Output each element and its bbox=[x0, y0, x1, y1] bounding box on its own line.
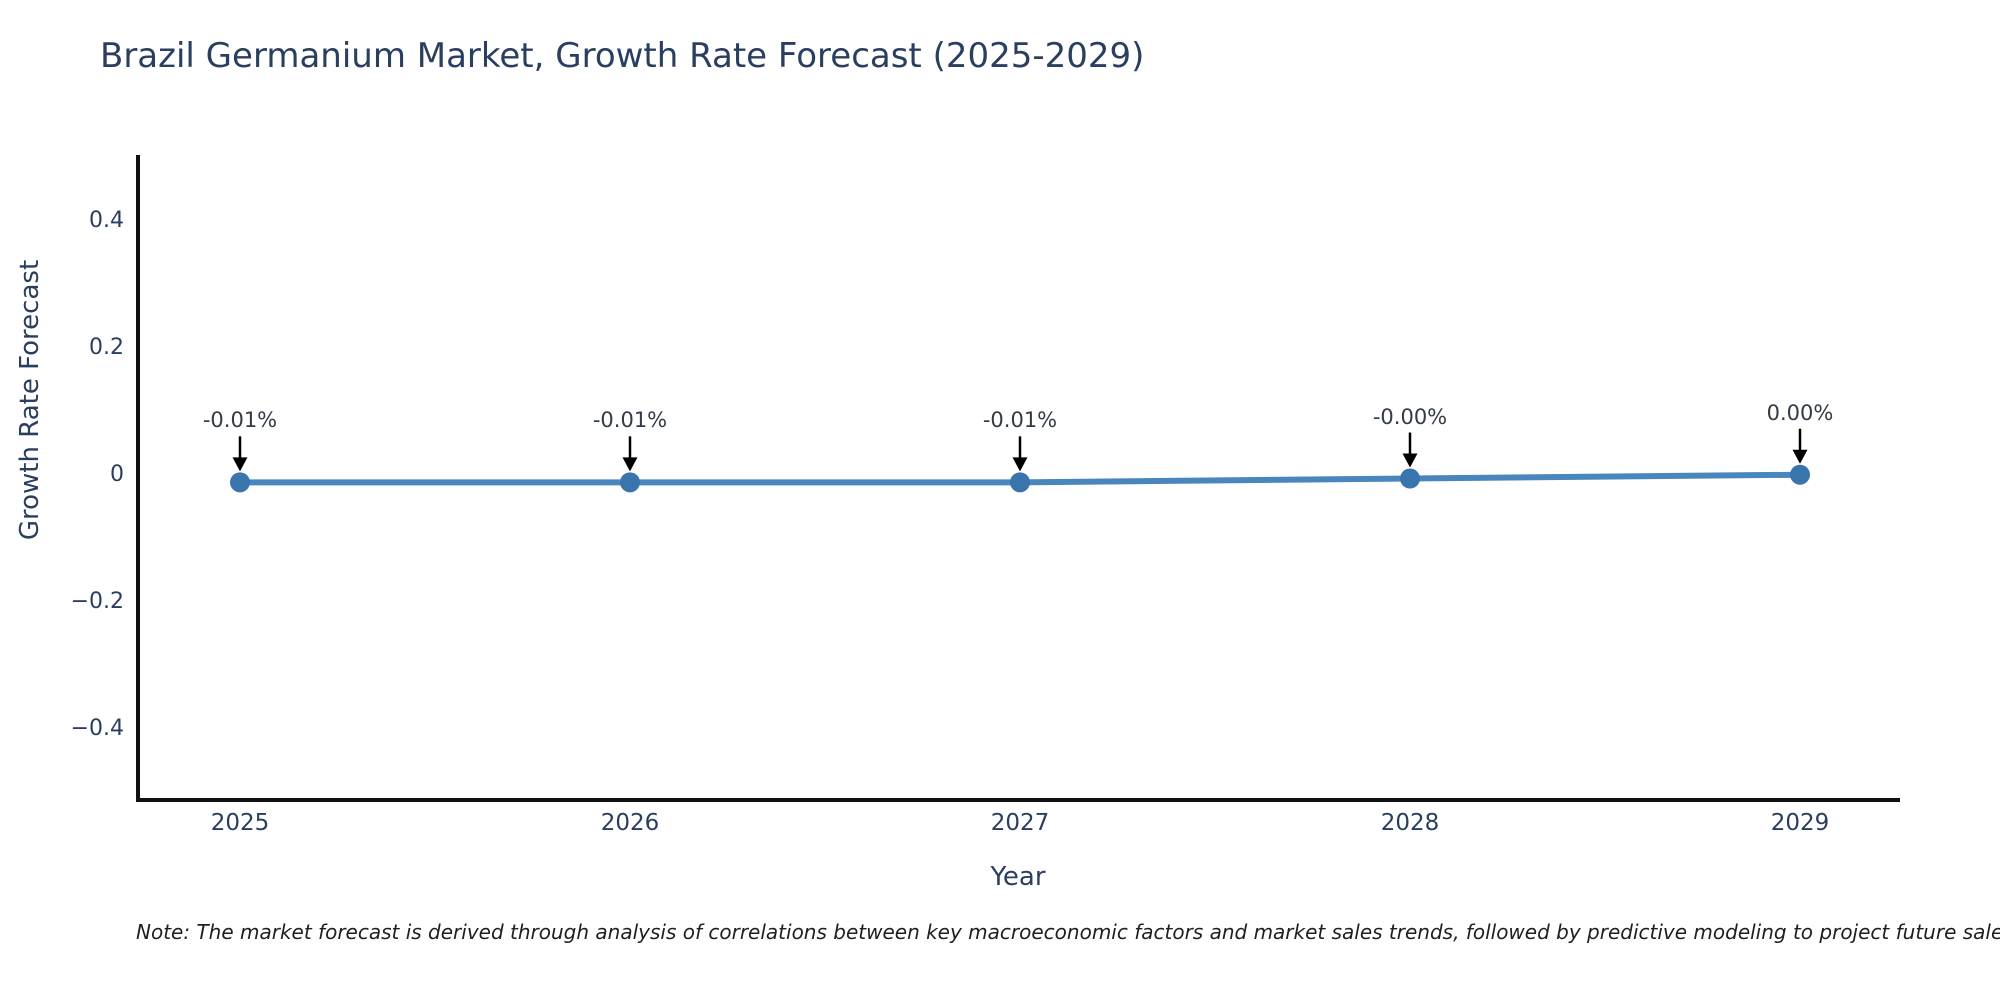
data-point-marker bbox=[1010, 472, 1030, 493]
point-annotation: -0.01% bbox=[202, 408, 278, 433]
y-tick-label: 0 bbox=[110, 462, 124, 487]
data-point-marker bbox=[1790, 464, 1810, 485]
annotation-arrowhead bbox=[232, 457, 248, 472]
point-annotation: -0.01% bbox=[592, 408, 668, 433]
x-tick-label: 2028 bbox=[1380, 810, 1440, 836]
point-annotation: -0.01% bbox=[982, 408, 1058, 433]
data-point-marker bbox=[230, 472, 250, 493]
x-tick-label: 2029 bbox=[1770, 810, 1830, 836]
y-tick-label: 0.4 bbox=[89, 208, 124, 233]
data-point-marker bbox=[1400, 468, 1420, 489]
data-point-marker bbox=[620, 472, 640, 493]
x-tick-label: 2026 bbox=[600, 810, 660, 836]
annotation-arrowhead bbox=[1792, 449, 1808, 464]
point-annotation: 0.00% bbox=[1766, 400, 1834, 425]
point-annotation: -0.00% bbox=[1372, 404, 1448, 429]
x-tick-label: 2027 bbox=[990, 810, 1050, 836]
y-tick-label: 0.2 bbox=[89, 335, 124, 360]
annotation-arrowhead bbox=[622, 457, 638, 472]
x-tick-label: 2025 bbox=[210, 810, 270, 836]
y-tick-label: −0.2 bbox=[70, 589, 124, 614]
annotation-arrowhead bbox=[1012, 457, 1028, 472]
x-axis-title: Year bbox=[990, 862, 1046, 892]
y-tick-label: −0.4 bbox=[70, 716, 124, 741]
footnote: Note: The market forecast is derived thr… bbox=[136, 920, 2000, 944]
annotation-arrowhead bbox=[1402, 453, 1418, 468]
chart-title: Brazil Germanium Market, Growth Rate For… bbox=[100, 36, 1145, 76]
